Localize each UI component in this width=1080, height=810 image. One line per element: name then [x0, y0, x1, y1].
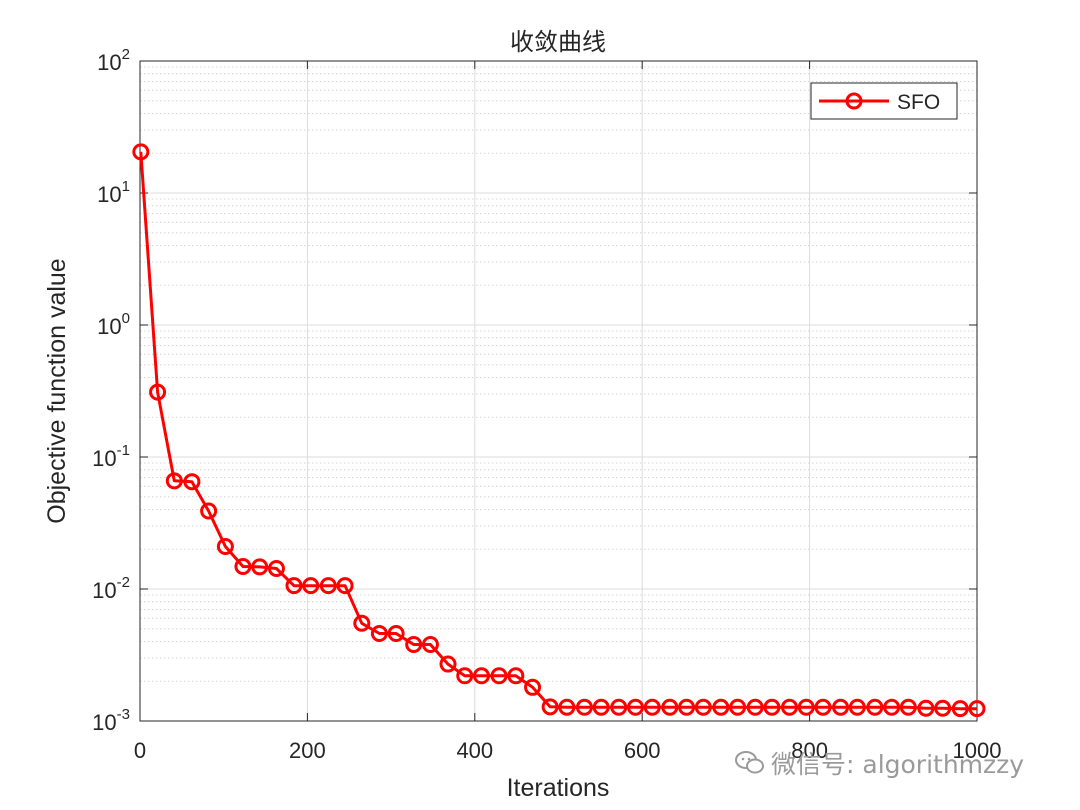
data-point: [541, 698, 559, 716]
data-point: [917, 699, 935, 717]
data-point: [951, 700, 969, 718]
data-point: [456, 667, 474, 685]
data-point: [200, 502, 218, 520]
data-point: [712, 698, 730, 716]
series-line-sfo: [139, 151, 977, 711]
data-point: [285, 577, 303, 595]
legend-label-sfo: SFO: [897, 91, 940, 114]
grid: [139, 60, 978, 722]
data-point: [234, 558, 252, 576]
data-point: [251, 558, 269, 576]
x-tick-label: 800: [791, 738, 828, 763]
series-sfo: [132, 143, 986, 718]
data-point: [968, 700, 986, 718]
data-point: [319, 577, 337, 595]
x-tick-label: 1000: [953, 738, 1002, 763]
data-point: [832, 698, 850, 716]
data-point: [507, 667, 525, 685]
data-point: [592, 698, 610, 716]
y-tick-label: 10-3: [92, 706, 130, 735]
data-point: [610, 698, 628, 716]
x-tick-label: 600: [624, 738, 661, 763]
x-tick-label: 400: [456, 738, 493, 763]
data-point: [627, 698, 645, 716]
x-axis-label: Iterations: [507, 774, 610, 802]
watermark: 微信号: algorithmzzy: [735, 745, 1024, 781]
x-tick-label: 200: [289, 738, 326, 763]
chart-title: 收敛曲线: [510, 28, 606, 56]
data-point: [797, 698, 815, 716]
data-point: [183, 473, 201, 491]
data-point: [336, 577, 354, 595]
data-point: [132, 143, 150, 161]
data-point: [866, 698, 884, 716]
data-point: [387, 625, 405, 643]
data-point: [694, 698, 712, 716]
y-tick-label: 101: [97, 178, 130, 207]
y-axis-label: Objective function value: [43, 258, 71, 523]
data-point: [216, 537, 234, 555]
watermark-text: 微信号: algorithmzzy: [771, 750, 1025, 779]
data-point: [746, 698, 764, 716]
data-point: [524, 678, 542, 696]
y-tick-label: 102: [97, 46, 130, 75]
plot-area: [139, 60, 978, 722]
y-tick-label: 10-1: [92, 442, 130, 471]
x-tick-label: 0: [134, 738, 146, 763]
data-point: [934, 699, 952, 717]
data-point: [814, 698, 832, 716]
data-point: [899, 698, 917, 716]
data-point: [149, 383, 167, 401]
legend-marker: [845, 92, 863, 110]
data-point: [490, 667, 508, 685]
data-point: [575, 698, 593, 716]
data-point: [643, 698, 661, 716]
data-point: [558, 698, 576, 716]
data-point: [883, 698, 901, 716]
data-point: [353, 614, 371, 632]
y-tick-label: 100: [97, 310, 130, 339]
data-point: [421, 635, 439, 653]
data-point: [267, 559, 285, 577]
legend: SFO: [810, 82, 958, 120]
ticks: 0 200 400 600 800 1000 10-3 10-2 10-1 100 101 102: [92, 46, 1001, 763]
data-point: [370, 625, 388, 643]
data-point: [405, 635, 423, 653]
data-point: [165, 472, 183, 490]
data-point: [729, 698, 747, 716]
data-point: [848, 698, 866, 716]
data-point: [661, 698, 679, 716]
data-point: [302, 577, 320, 595]
data-point: [781, 698, 799, 716]
data-point: [678, 698, 696, 716]
y-tick-label: 10-2: [92, 574, 130, 603]
data-point: [763, 698, 781, 716]
data-point: [439, 655, 457, 673]
wechat-icon: [735, 751, 764, 774]
data-point: [472, 667, 490, 685]
